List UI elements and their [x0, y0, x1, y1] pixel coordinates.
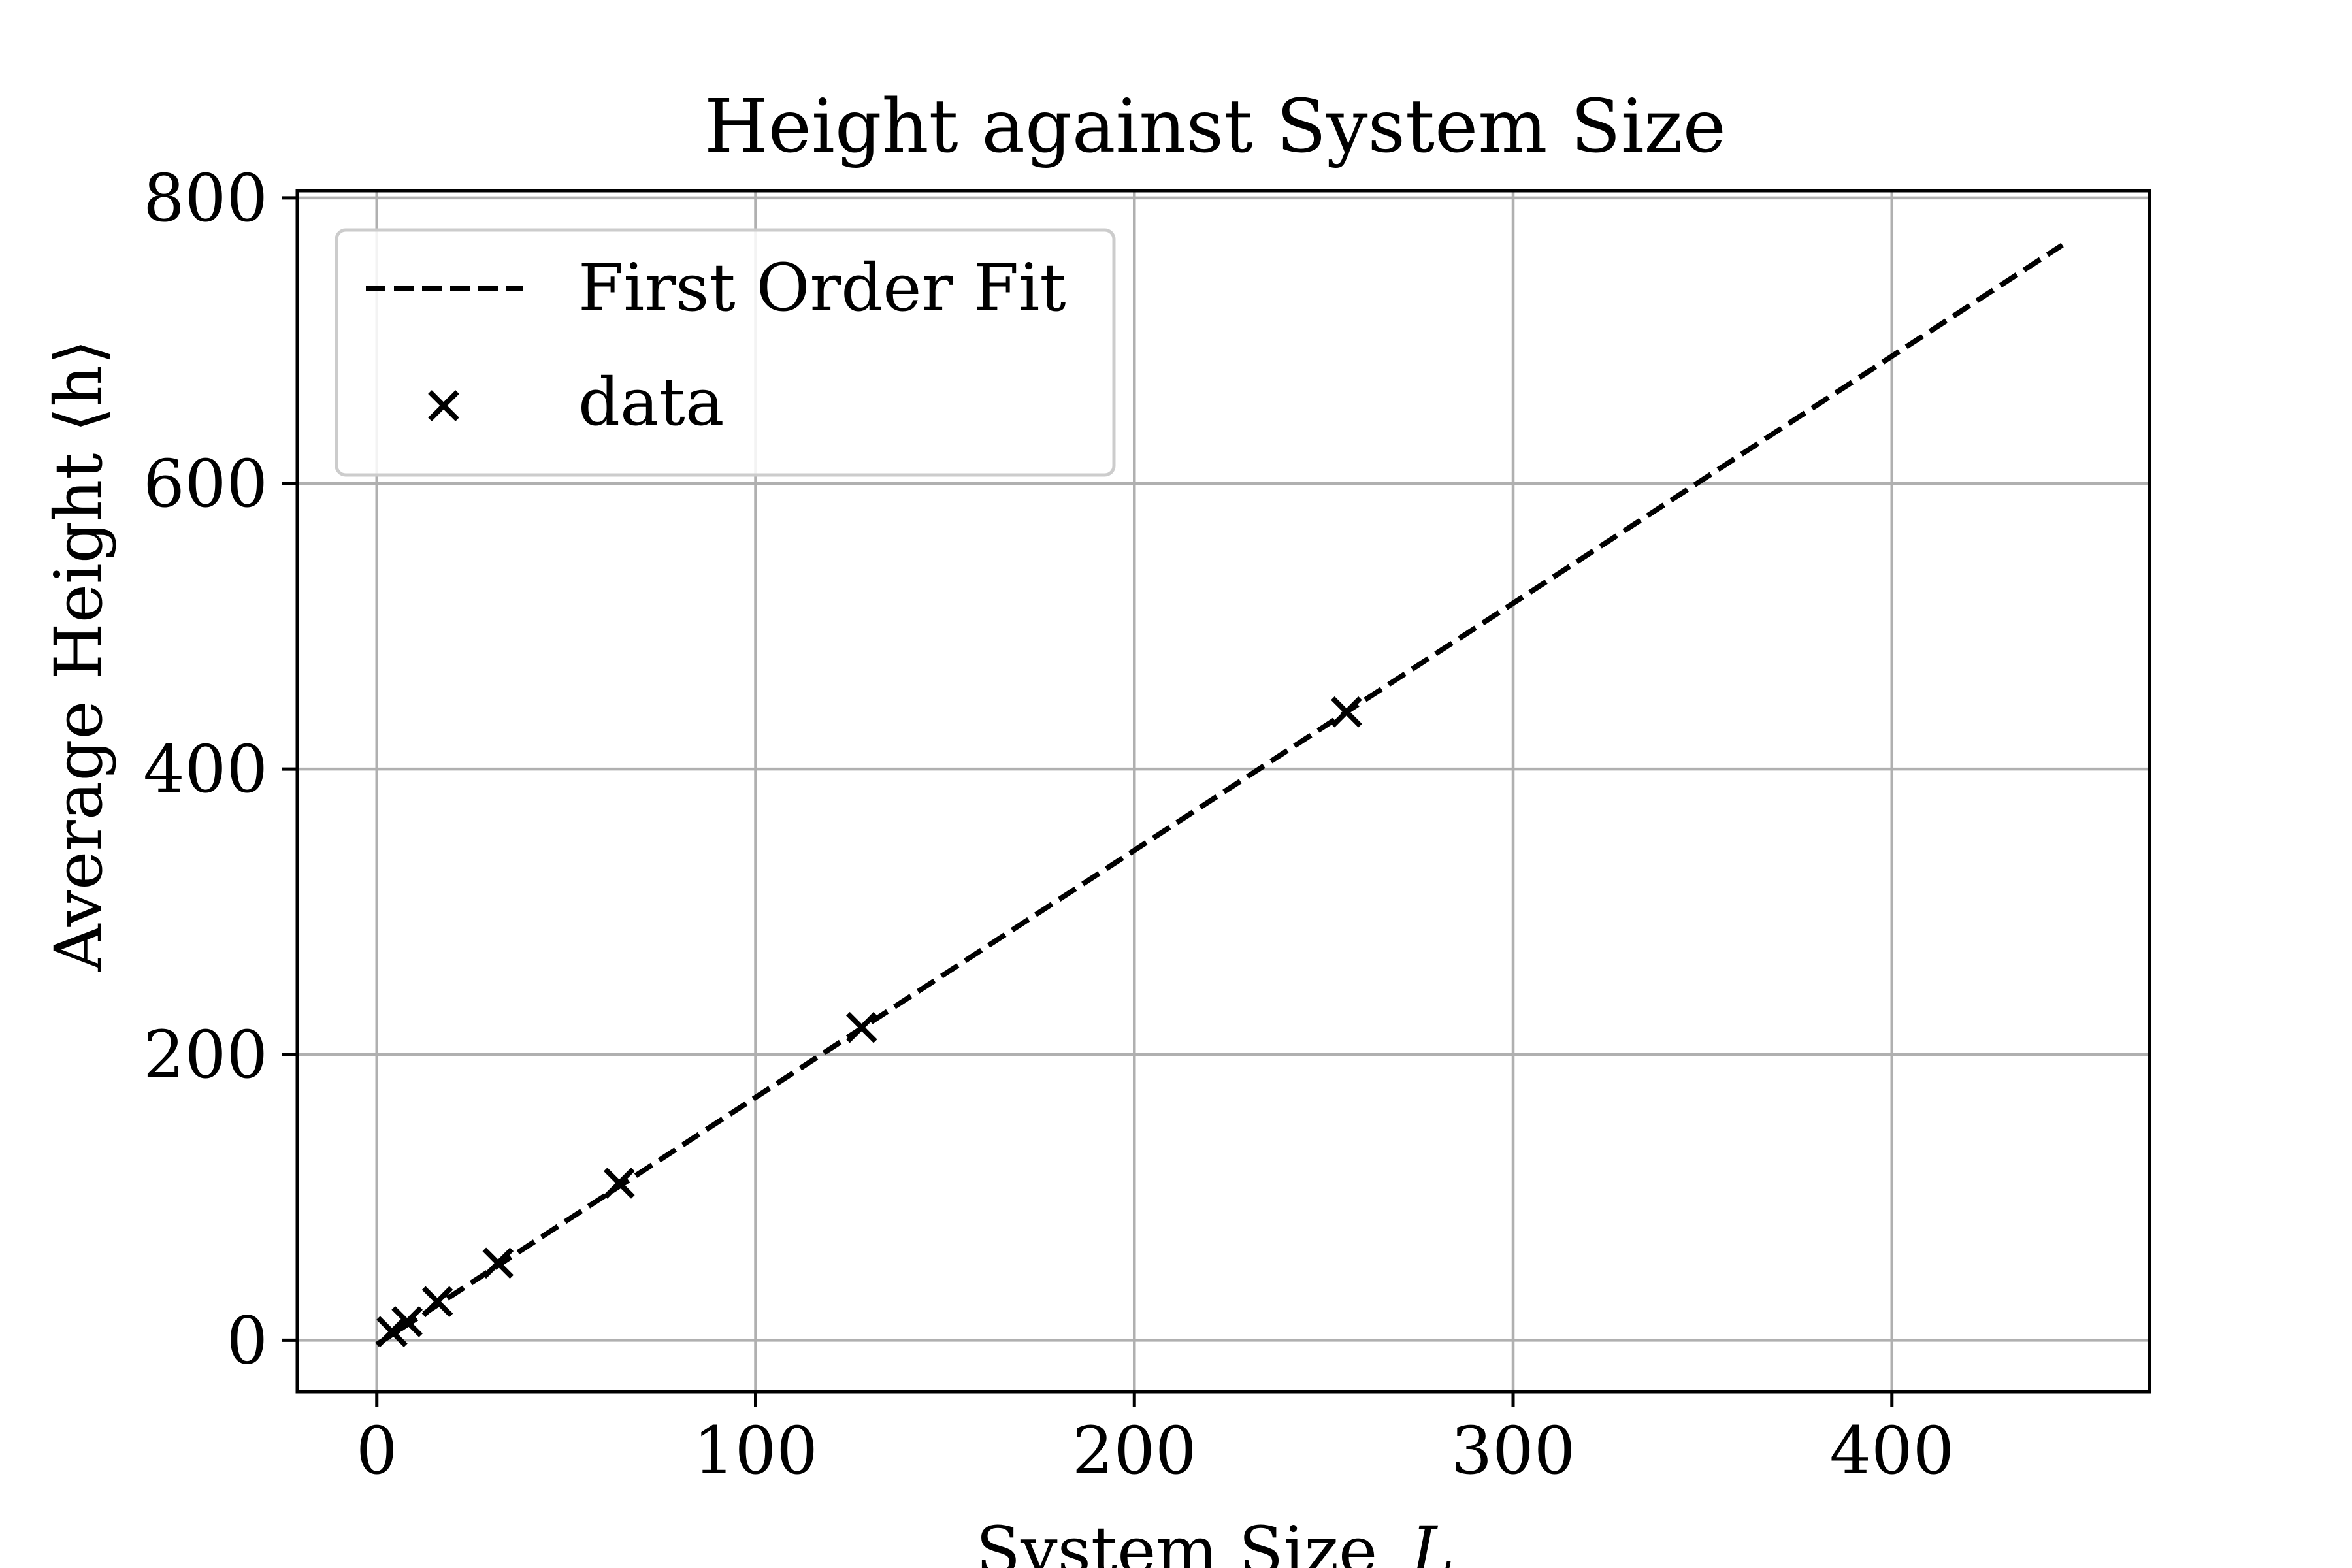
- legend-label-data: data: [578, 364, 724, 440]
- axis-ticks: 0 100 200 300 400 0 200 400 600 800: [143, 160, 1954, 1489]
- data-point-marker: [376, 1316, 408, 1348]
- data-point-marker: [391, 1306, 423, 1337]
- legend: First Order Fit data: [335, 228, 1116, 477]
- chart-title: Height against System Size: [704, 84, 1726, 169]
- legend-label-fit: First Order Fit: [578, 250, 1066, 326]
- x-axis-label-variable: L: [1410, 1512, 1454, 1568]
- x-tick-label: 400: [1829, 1413, 1954, 1489]
- plot-frame: [295, 189, 2151, 1394]
- y-tick-label: 0: [226, 1302, 268, 1379]
- y-tick-label: 200: [143, 1017, 268, 1093]
- x-tick-label: 300: [1451, 1413, 1576, 1489]
- y-tick-label: 800: [143, 160, 268, 237]
- plot-series: [375, 242, 2064, 1348]
- data-point-marker: [482, 1247, 514, 1279]
- data-point-marker: [846, 1011, 877, 1043]
- data-point-marker: [421, 1286, 453, 1318]
- y-tick-label: 600: [143, 446, 268, 522]
- x-tick-label: 200: [1072, 1413, 1197, 1489]
- fit-line: [375, 242, 2064, 1347]
- x-axis-label: System Size L: [976, 1512, 1455, 1568]
- legend-box: [335, 228, 1116, 477]
- x-tick-label: 100: [693, 1413, 818, 1489]
- y-tick-label: 400: [143, 731, 268, 808]
- x-tick-label: 0: [356, 1413, 398, 1489]
- legend-marker-swatch: [428, 390, 459, 421]
- x-axis-label-text: System Size: [976, 1512, 1378, 1568]
- data-point-marker: [603, 1168, 635, 1199]
- data-point-marker: [1331, 696, 1362, 728]
- y-axis-label: Average Height ⟨h⟩: [41, 339, 117, 972]
